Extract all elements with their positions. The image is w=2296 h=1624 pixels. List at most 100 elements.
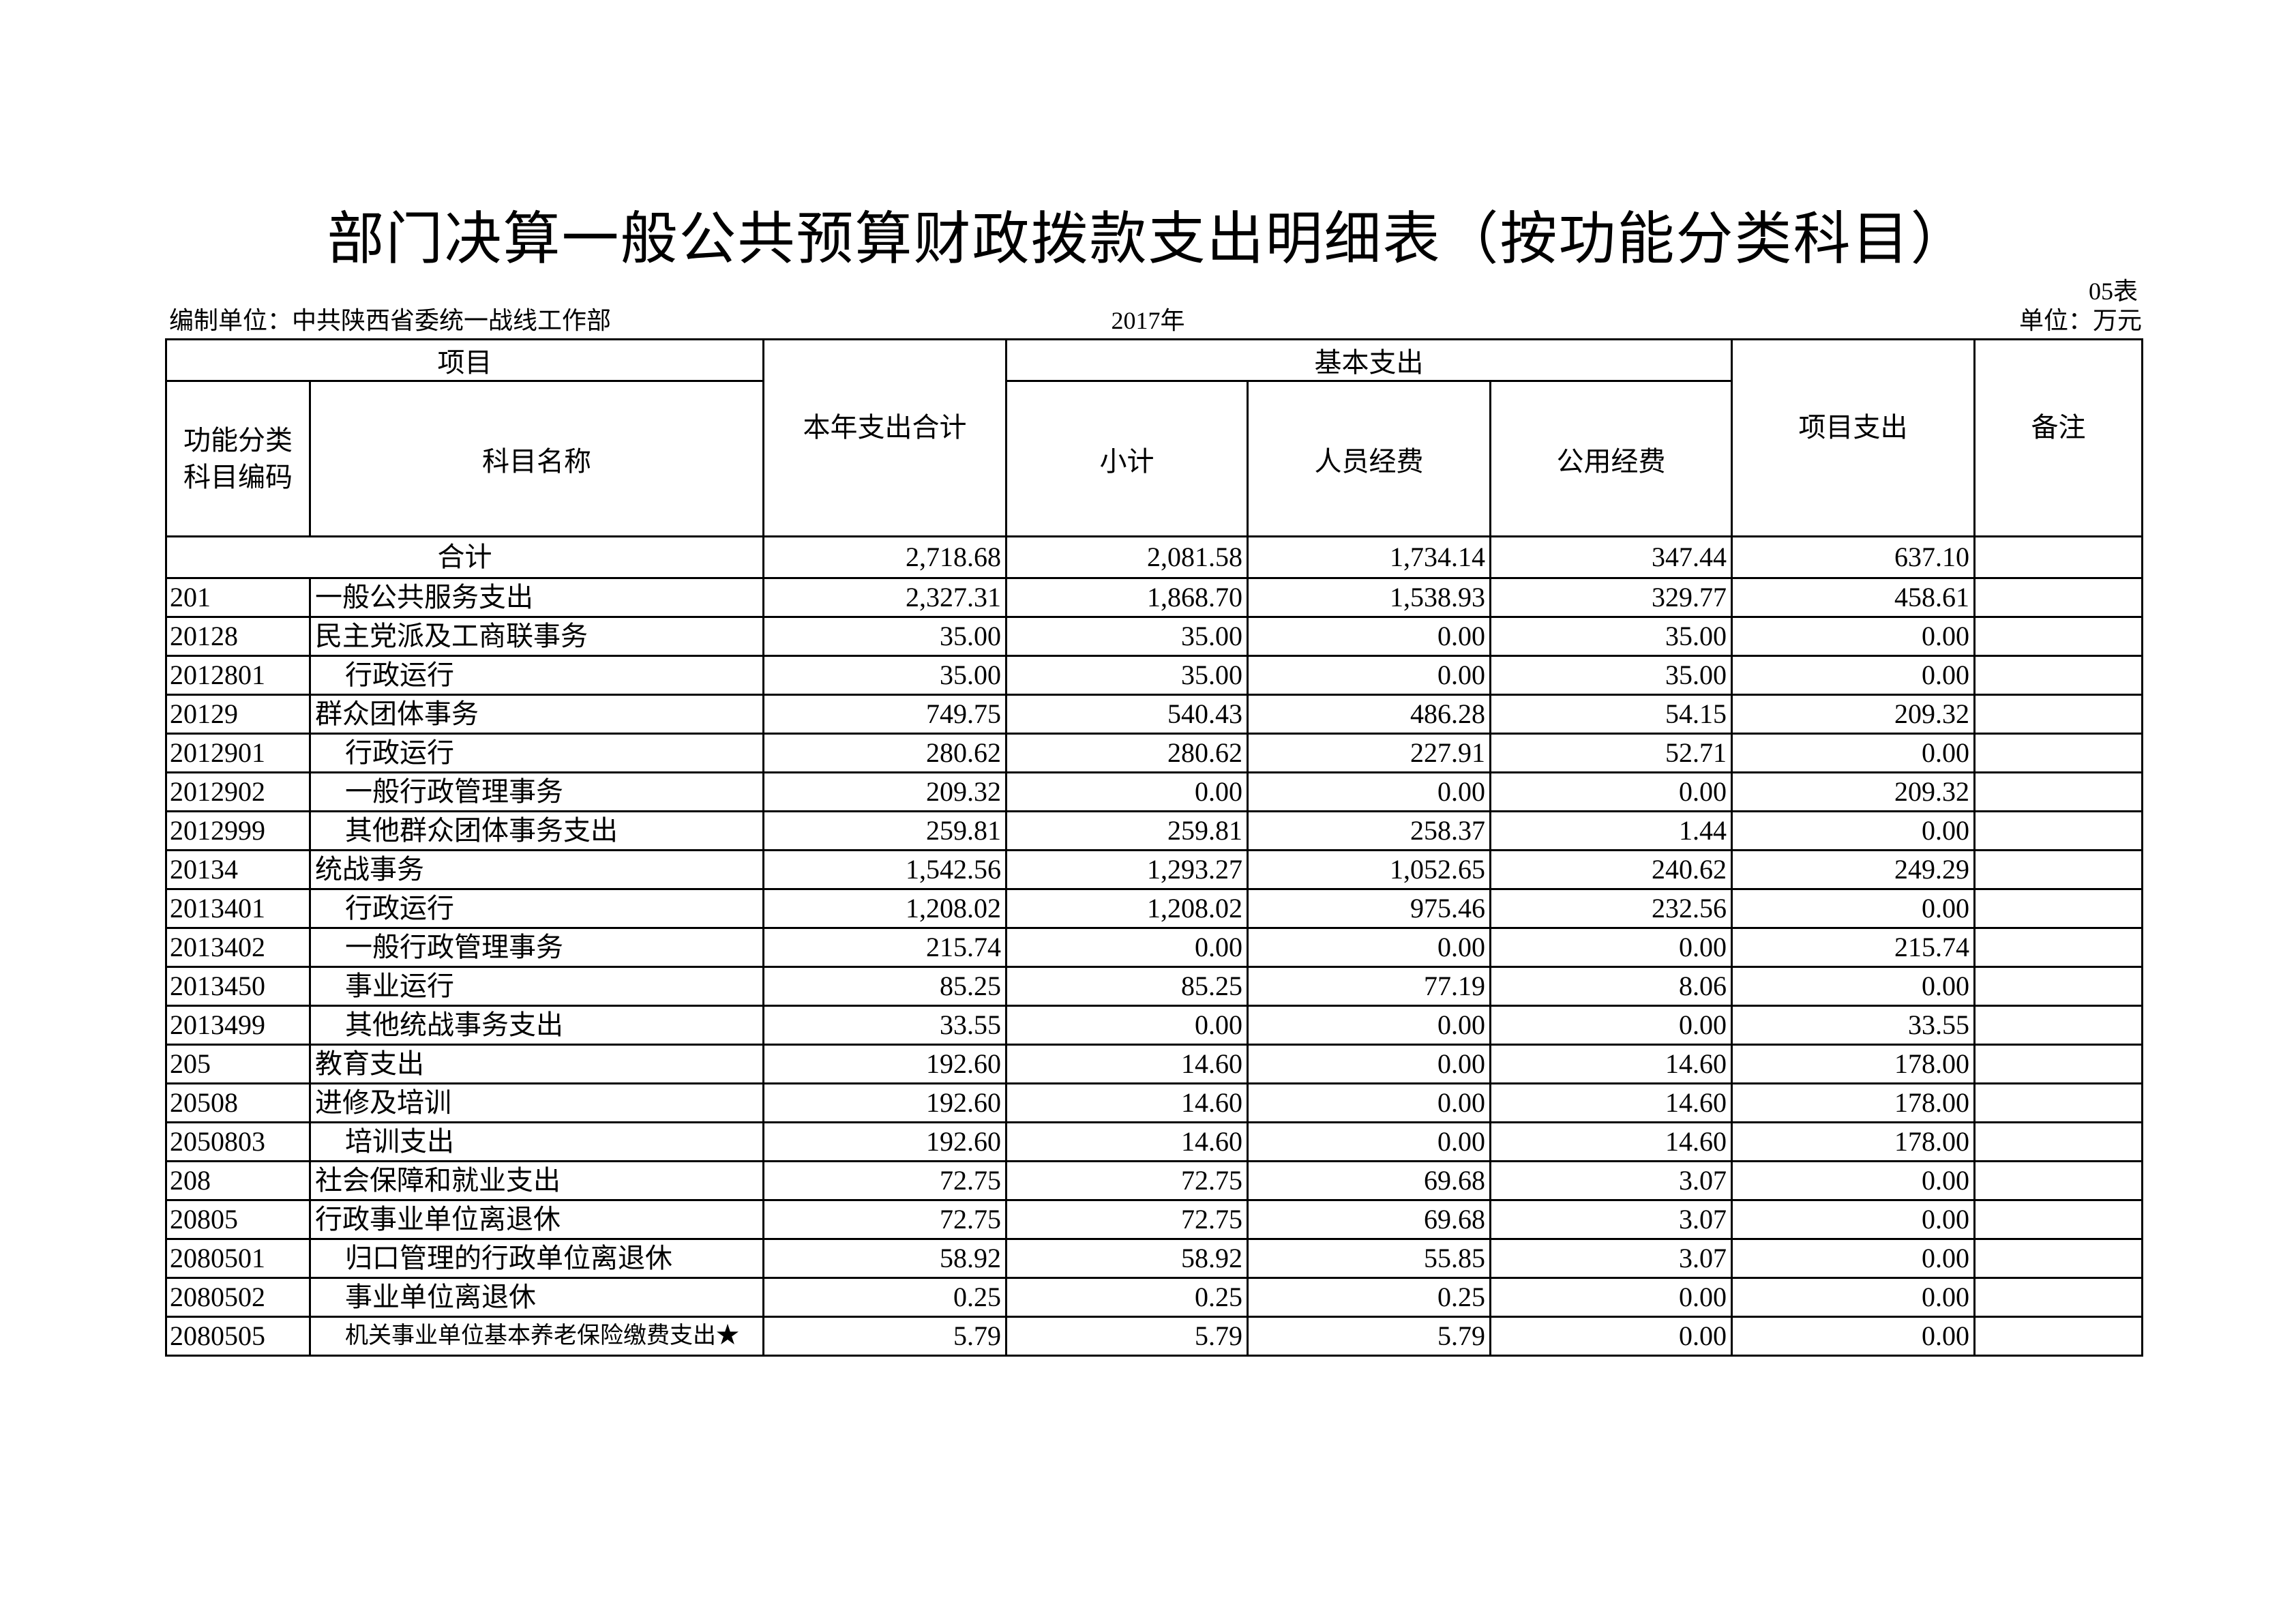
row-personnel: 55.85 — [1247, 1238, 1491, 1279]
row-subtotal: 72.75 — [1005, 1199, 1249, 1240]
row-name: 一般公共服务支出 — [309, 577, 764, 618]
row-personnel: 486.28 — [1247, 694, 1491, 735]
row-name: 一般行政管理事务 — [309, 771, 764, 812]
row-project: 0.00 — [1731, 888, 1976, 929]
row-code: 2012901 — [165, 733, 311, 773]
total-public: 347.44 — [1489, 535, 1733, 579]
row-subtotal: 14.60 — [1005, 1044, 1249, 1084]
header-project: 项目支出 — [1731, 338, 1976, 537]
row-subtotal: 1,868.70 — [1005, 577, 1249, 618]
header-code-text: 功能分类科目编码 — [183, 424, 293, 492]
header-personnel: 人员经费 — [1247, 380, 1491, 537]
row-code: 205 — [165, 1044, 311, 1084]
row-name: 事业运行 — [309, 966, 764, 1007]
row-public: 329.77 — [1489, 577, 1733, 618]
row-project: 0.00 — [1731, 966, 1976, 1007]
row-code: 201 — [165, 577, 311, 618]
row-project: 178.00 — [1731, 1044, 1976, 1084]
total-remark — [1973, 535, 2144, 579]
header-public: 公用经费 — [1489, 380, 1733, 537]
row-public: 1.44 — [1489, 810, 1733, 851]
row-code: 2080502 — [165, 1277, 311, 1318]
header-item: 项目 — [165, 338, 764, 382]
row-subtotal: 5.79 — [1005, 1316, 1249, 1357]
row-total: 209.32 — [762, 771, 1007, 812]
row-personnel: 0.00 — [1247, 1044, 1491, 1084]
row-subtotal: 35.00 — [1005, 655, 1249, 696]
table-row: 2013401 行政运行 1,208.02 1,208.02 975.46 232.56 0… — [165, 888, 2144, 929]
row-remark — [1973, 1316, 2144, 1357]
row-public: 0.00 — [1489, 927, 1733, 968]
row-personnel: 0.00 — [1247, 655, 1491, 696]
row-personnel: 77.19 — [1247, 966, 1491, 1007]
row-name: 行政运行 — [309, 888, 764, 929]
row-total: 35.00 — [762, 616, 1007, 657]
row-project: 0.00 — [1731, 1277, 1976, 1318]
table-row: 2012901 行政运行 280.62 280.62 227.91 52.71 0.00 — [165, 733, 2144, 773]
row-code: 2013401 — [165, 888, 311, 929]
row-name: 事业单位离退休 — [309, 1277, 764, 1318]
row-total: 192.60 — [762, 1082, 1007, 1123]
row-remark — [1973, 733, 2144, 773]
row-public: 3.07 — [1489, 1160, 1733, 1201]
row-name: 统战事务 — [309, 849, 764, 890]
row-total: 5.79 — [762, 1316, 1007, 1357]
row-total: 280.62 — [762, 733, 1007, 773]
table-row: 2013450 事业运行 85.25 85.25 77.19 8.06 0.00 — [165, 966, 2144, 1007]
table-row: 2012999 其他群众团体事务支出 259.81 259.81 258.37 1.44 0… — [165, 810, 2144, 851]
row-subtotal: 35.00 — [1005, 616, 1249, 657]
row-personnel: 0.00 — [1247, 1082, 1491, 1123]
row-code: 2012902 — [165, 771, 311, 812]
table-row: 208 社会保障和就业支出 72.75 72.75 69.68 3.07 0.00 — [165, 1160, 2144, 1201]
row-project: 178.00 — [1731, 1121, 1976, 1162]
row-public: 14.60 — [1489, 1121, 1733, 1162]
row-code: 20805 — [165, 1199, 311, 1240]
total-total: 2,718.68 — [762, 535, 1007, 579]
header-code: 功能分类科目编码 — [165, 380, 311, 537]
row-personnel: 1,052.65 — [1247, 849, 1491, 890]
row-remark — [1973, 1238, 2144, 1279]
row-public: 0.00 — [1489, 1277, 1733, 1318]
row-remark — [1973, 694, 2144, 735]
row-code: 2080501 — [165, 1238, 311, 1279]
row-code: 20128 — [165, 616, 311, 657]
row-subtotal: 0.25 — [1005, 1277, 1249, 1318]
row-public: 3.07 — [1489, 1199, 1733, 1240]
row-public: 0.00 — [1489, 1005, 1733, 1046]
row-total: 749.75 — [762, 694, 1007, 735]
header-total: 本年支出合计 — [762, 338, 1007, 537]
table-row: 20134 统战事务 1,542.56 1,293.27 1,052.65 240.62 2… — [165, 849, 2144, 890]
page-title: 部门决算一般公共预算财政拨款支出明细表（按功能分类科目） — [327, 208, 1969, 271]
row-project: 33.55 — [1731, 1005, 1976, 1046]
row-public: 3.07 — [1489, 1238, 1733, 1279]
row-code: 2013450 — [165, 966, 311, 1007]
row-name: 归口管理的行政单位离退休 — [309, 1238, 764, 1279]
row-total: 0.25 — [762, 1277, 1007, 1318]
row-subtotal: 259.81 — [1005, 810, 1249, 851]
report-year: 2017年 — [1111, 307, 1185, 334]
row-remark — [1973, 810, 2144, 851]
row-name: 群众团体事务 — [309, 694, 764, 735]
row-total: 215.74 — [762, 927, 1007, 968]
row-personnel: 975.46 — [1247, 888, 1491, 929]
row-remark — [1973, 1044, 2144, 1084]
row-public: 232.56 — [1489, 888, 1733, 929]
row-remark — [1973, 655, 2144, 696]
header-basic: 基本支出 — [1004, 338, 1733, 382]
row-remark — [1973, 771, 2144, 812]
row-subtotal: 72.75 — [1005, 1160, 1249, 1201]
table-row: 2012801 行政运行 35.00 35.00 0.00 35.00 0.00 — [165, 655, 2144, 696]
row-public: 14.60 — [1489, 1082, 1733, 1123]
row-name: 其他统战事务支出 — [309, 1005, 764, 1046]
row-code: 20508 — [165, 1082, 311, 1123]
row-code: 2012999 — [165, 810, 311, 851]
row-project: 458.61 — [1731, 577, 1976, 618]
row-name: 社会保障和就业支出 — [309, 1160, 764, 1201]
row-name: 培训支出 — [309, 1121, 764, 1162]
row-personnel: 69.68 — [1247, 1160, 1491, 1201]
row-name: 机关事业单位基本养老保险缴费支出★ — [309, 1316, 764, 1357]
row-personnel: 1,538.93 — [1247, 577, 1491, 618]
row-total: 72.75 — [762, 1199, 1007, 1240]
row-total: 259.81 — [762, 810, 1007, 851]
row-subtotal: 14.60 — [1005, 1121, 1249, 1162]
